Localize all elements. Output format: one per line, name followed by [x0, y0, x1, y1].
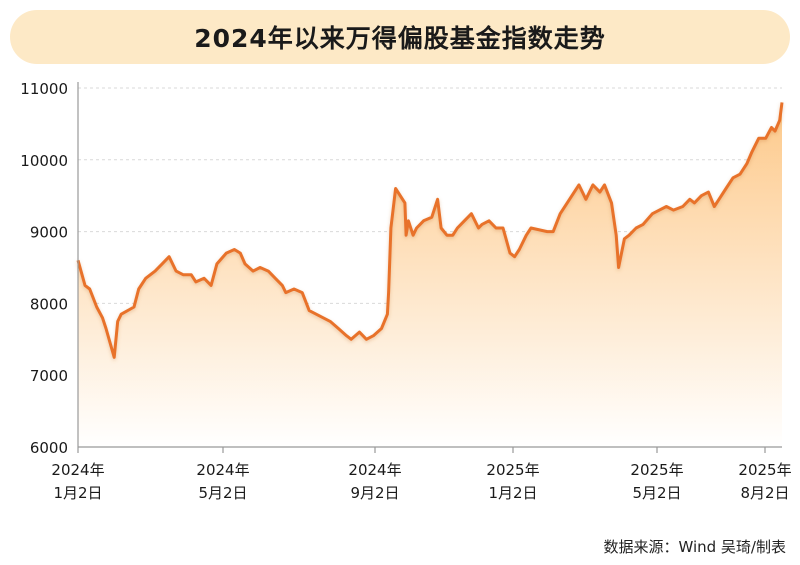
x-tick-label-year: 2025年 — [738, 461, 791, 479]
y-tick-label: 6000 — [30, 439, 68, 457]
y-tick-label: 10000 — [20, 152, 68, 170]
x-tick-label-year: 2024年 — [51, 461, 104, 479]
x-tick-label-year: 2025年 — [630, 461, 683, 479]
title-banner: 2024年以来万得偏股基金指数走势 — [10, 10, 790, 64]
y-tick-label: 7000 — [30, 367, 68, 385]
x-tick-label-date: 1月2日 — [488, 484, 537, 502]
y-tick-label: 9000 — [30, 224, 68, 242]
x-tick-label-date: 9月2日 — [350, 484, 399, 502]
source-note: 数据来源：Wind 吴琦/制表 — [603, 538, 786, 556]
x-tick-label-date: 5月2日 — [198, 484, 247, 502]
y-tick-label: 11000 — [20, 80, 68, 98]
series-line — [76, 102, 784, 359]
area-fill — [78, 102, 782, 448]
x-tick-label-year: 2024年 — [348, 461, 401, 479]
x-tick-label-date: 5月2日 — [632, 484, 681, 502]
chart-title: 2024年以来万得偏股基金指数走势 — [194, 24, 606, 53]
x-tick-label-date: 8月2日 — [740, 484, 789, 502]
x-tick-label-year: 2024年 — [196, 461, 249, 479]
y-tick-label: 8000 — [30, 295, 68, 313]
x-tick-label-date: 1月2日 — [53, 484, 102, 502]
x-tick-label-year: 2025年 — [486, 461, 539, 479]
